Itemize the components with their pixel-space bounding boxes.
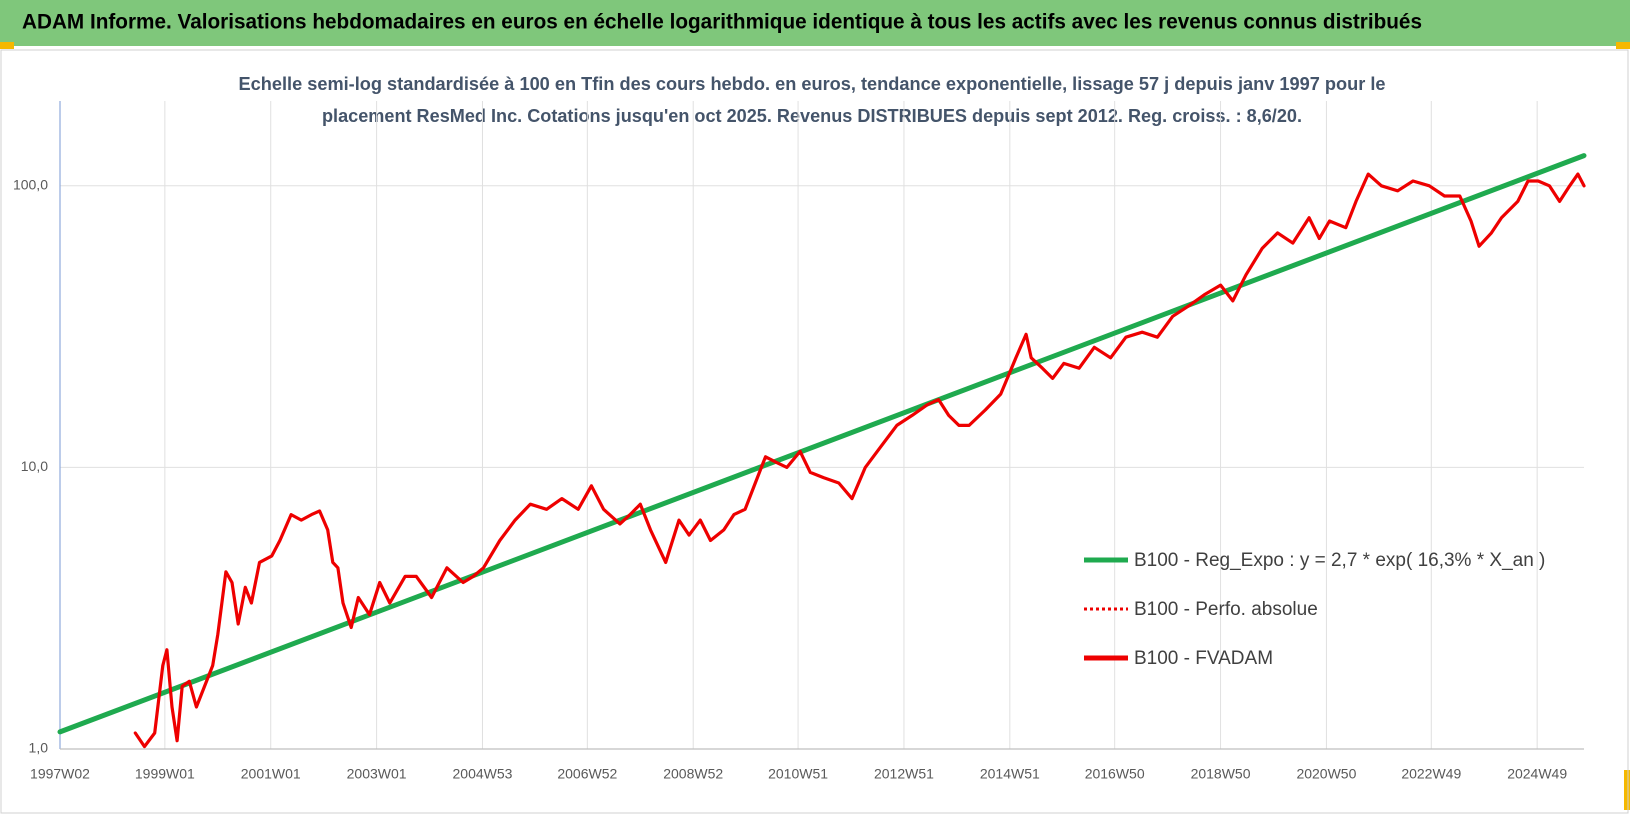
- x-tick-label: 2018W50: [1191, 766, 1251, 782]
- x-tick-label: 2010W51: [768, 766, 828, 782]
- x-tick-label: 2006W52: [557, 766, 617, 782]
- chart-subtitle: placement ResMed Inc. Cotations jusqu'en…: [322, 106, 1302, 126]
- x-tick-label: 2024W49: [1507, 766, 1567, 782]
- legend-label: B100 - FVADAM: [1134, 648, 1273, 669]
- x-tick-label: 1999W01: [135, 766, 195, 782]
- corner-mark: [1616, 42, 1630, 49]
- chart-border: [0, 49, 1629, 814]
- x-tick-label: 1997W02: [30, 766, 90, 782]
- x-tick-label: 2014W51: [980, 766, 1040, 782]
- y-tick-label: 100,0: [13, 176, 48, 192]
- chart-subtitle: Echelle semi-log standardisée à 100 en T…: [239, 74, 1386, 94]
- x-tick-label: 2012W51: [874, 766, 934, 782]
- x-tick-label: 2001W01: [241, 766, 301, 782]
- x-tick-label: 2022W49: [1401, 766, 1461, 782]
- x-tick-label: 2008W52: [663, 766, 723, 782]
- series-line: [133, 172, 1586, 749]
- y-tick-label: 1,0: [29, 740, 49, 756]
- legend-label: B100 - Reg_Expo : y = 2,7 * exp( 16,3% *…: [1134, 550, 1545, 571]
- page-title: ADAM Informe. Valorisations hebdomadaire…: [22, 11, 1422, 34]
- corner-mark: [1624, 770, 1630, 810]
- corner-mark: [0, 42, 14, 49]
- x-tick-label: 2003W01: [347, 766, 407, 782]
- legend-label: B100 - Perfo. absolue: [1134, 599, 1318, 620]
- x-tick-label: 2020W50: [1296, 766, 1356, 782]
- header-bar: [0, 0, 1630, 46]
- series-line: [57, 153, 1587, 735]
- x-tick-label: 2016W50: [1085, 766, 1145, 782]
- y-tick-label: 10,0: [21, 458, 48, 474]
- x-tick-label: 2004W53: [453, 766, 513, 782]
